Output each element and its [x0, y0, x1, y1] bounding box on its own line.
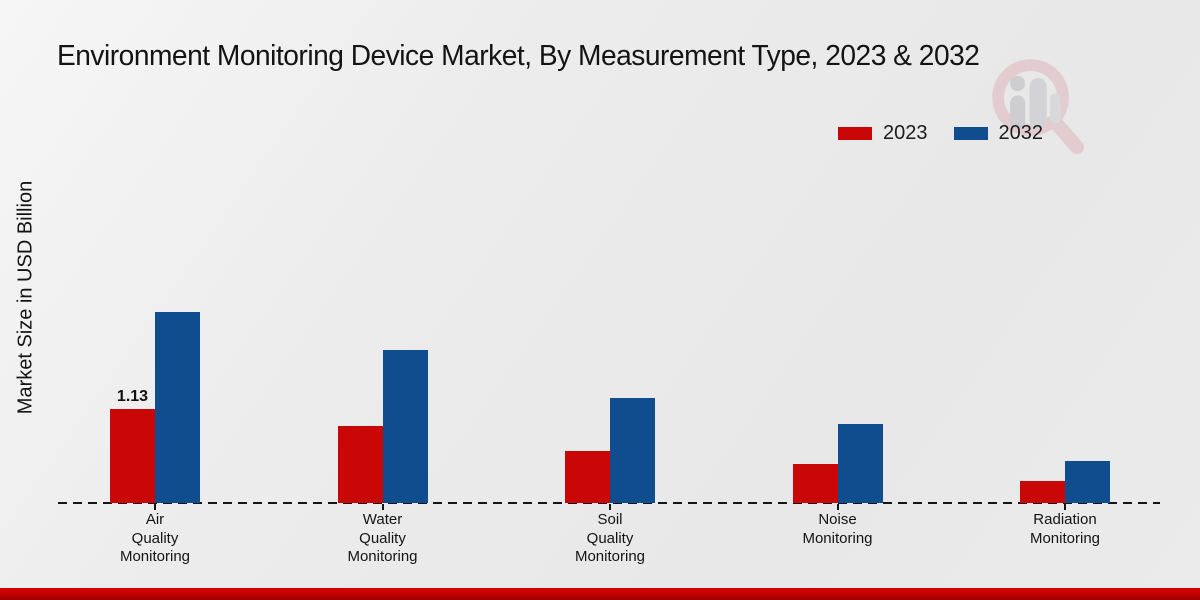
- x-axis-tick: [154, 504, 156, 510]
- legend-swatch-2032: [953, 127, 988, 140]
- bar-2023-noise-monitoring: [792, 464, 838, 503]
- x-category-label-water-quality-monitoring: Water Quality Monitoring: [347, 511, 418, 565]
- x-axis-tick: [1064, 504, 1066, 510]
- x-axis-baseline: [58, 502, 1160, 504]
- footer-accent-bar: [0, 588, 1200, 600]
- legend-swatch-2023: [838, 127, 872, 140]
- legend: 2023 2032: [838, 122, 1043, 145]
- x-category-label-radiation-monitoring: Radiation Monitoring: [1029, 511, 1101, 547]
- x-axis-tick: [836, 504, 839, 510]
- bar-2023-air-quality-monitoring: [110, 409, 155, 503]
- y-axis-label: Market Size in USD Billion: [14, 180, 37, 415]
- bar-2023-soil-quality-monitoring: [565, 451, 610, 503]
- legend-item-2023: 2023: [838, 122, 928, 145]
- watermark-magnifier-logo: [992, 59, 1085, 155]
- bar-2023-water-quality-monitoring: [337, 426, 383, 503]
- x-category-label-soil-quality-monitoring: Soil Quality Monitoring: [574, 511, 646, 565]
- bar-2032-air-quality-monitoring: [155, 312, 200, 503]
- x-category-label-noise-monitoring: Noise Monitoring: [802, 511, 873, 547]
- bar-2032-noise-monitoring: [837, 424, 883, 503]
- bar-2032-soil-quality-monitoring: [610, 398, 655, 503]
- x-axis-tick: [609, 504, 611, 510]
- bar-2032-water-quality-monitoring: [382, 350, 428, 503]
- legend-item-2032: 2032: [953, 122, 1044, 145]
- legend-label: 2032: [998, 122, 1044, 144]
- bar-2023-radiation-monitoring: [1020, 481, 1065, 503]
- x-category-label-air-quality-monitoring: Air Quality Monitoring: [119, 511, 191, 565]
- bar-value-label-2023-air-quality-monitoring: 1.13: [116, 388, 149, 405]
- chart-title: Environment Monitoring Device Market, By…: [57, 40, 980, 72]
- bar-2032-radiation-monitoring: [1065, 461, 1110, 503]
- legend-label: 2023: [883, 122, 928, 144]
- x-axis-tick: [381, 504, 384, 510]
